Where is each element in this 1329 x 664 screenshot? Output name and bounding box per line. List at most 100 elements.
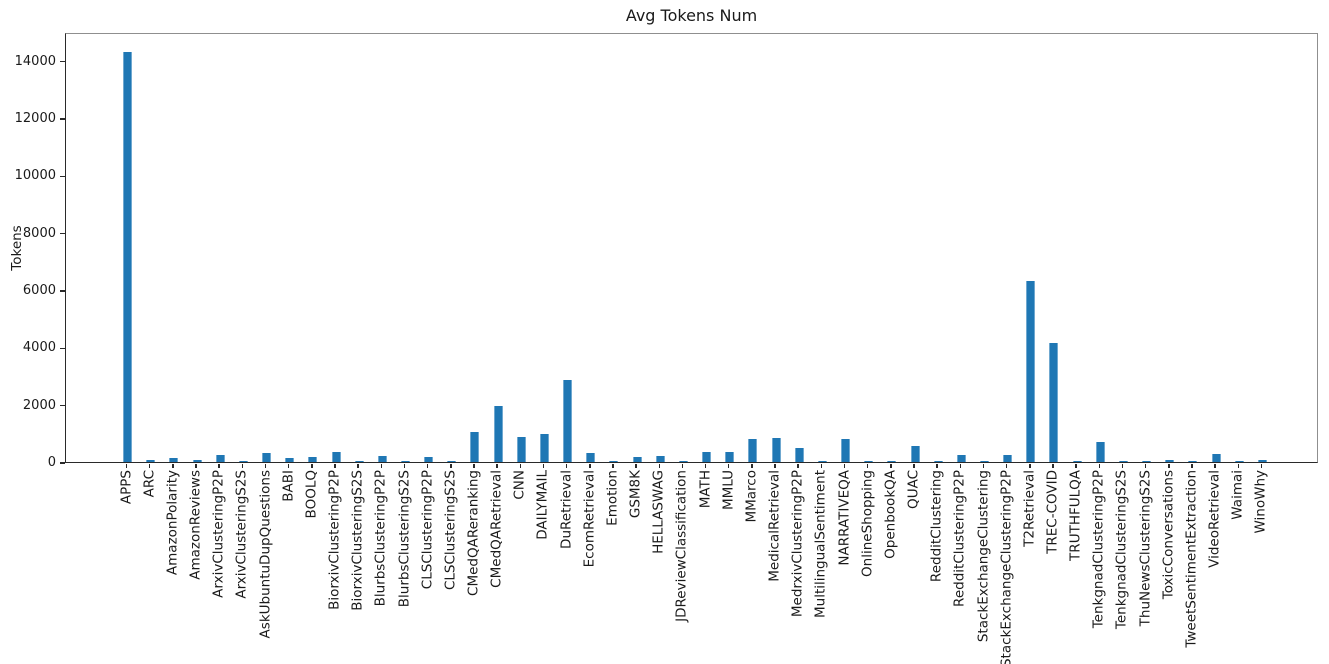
x-tick-mark (913, 464, 915, 468)
x-tick-mark (774, 464, 776, 468)
plot-area (65, 33, 1318, 463)
bar (377, 455, 387, 462)
x-tick-label: AmazonPolarity (164, 470, 181, 576)
bar (678, 461, 688, 462)
x-tick-label: APPS (118, 470, 135, 505)
x-tick-label: MedrxivClusteringP2P (789, 470, 806, 618)
x-tick-label: ThuNewsClusteringS2S (1137, 470, 1154, 627)
bar (864, 461, 874, 462)
x-tick-label: AskUbuntuDupQuestions (257, 470, 274, 639)
x-tick-label: CLSClusteringS2S (442, 470, 459, 591)
x-tick-mark (311, 464, 313, 468)
x-tick-mark (635, 464, 637, 468)
x-tick-mark (843, 464, 846, 468)
x-tick-label: Waimai (1229, 470, 1246, 520)
x-tick-label: RedditClusteringP2P (951, 470, 968, 607)
bar (841, 439, 851, 462)
bar (609, 461, 619, 462)
x-tick-mark (287, 464, 290, 468)
bar (586, 452, 596, 462)
bar (980, 460, 989, 462)
x-tick-label: BiorxivClusteringS2S (349, 470, 366, 611)
bar (1257, 460, 1267, 462)
x-tick-label: AmazonReviews (187, 470, 204, 580)
x-tick-label: CMedQAReranking (465, 470, 482, 596)
bar (1049, 342, 1059, 462)
x-tick-mark (704, 464, 707, 468)
y-tick-label: 0 (47, 455, 56, 470)
x-tick-label: DAILYMAIL (534, 470, 551, 540)
x-tick-label: BiorxivClusteringP2P (326, 470, 343, 610)
x-tick-label: DuRetrieval (558, 470, 575, 549)
bar (771, 437, 781, 462)
bar (215, 454, 225, 462)
x-tick-mark (148, 464, 151, 468)
x-tick-label: MATH (697, 470, 714, 509)
x-tick-mark (936, 464, 938, 468)
x-tick-label: TenkgnadClusteringP2P (1090, 470, 1107, 629)
x-tick-mark (519, 464, 522, 468)
y-tick-label: 10000 (14, 168, 56, 184)
bar (655, 456, 665, 462)
x-tick-mark (334, 464, 336, 468)
x-tick-label: Emotion (604, 470, 621, 526)
x-tick-mark (1191, 464, 1193, 468)
y-tick-mark (60, 462, 65, 464)
x-tick-label: T2Retrieval (1021, 470, 1038, 547)
bar (1095, 441, 1105, 462)
y-tick-label: 12000 (14, 111, 56, 126)
x-tick-label: ToxicConversations (1160, 470, 1177, 600)
y-tick-label: 6000 (22, 283, 56, 298)
x-tick-mark (820, 464, 823, 468)
x-tick-mark (1098, 464, 1101, 468)
x-tick-mark (1214, 464, 1216, 468)
y-tick-mark (60, 404, 65, 407)
y-tick-label: 14000 (14, 53, 56, 69)
x-tick-mark (380, 464, 383, 468)
x-tick-label: WinoWhy (1252, 470, 1269, 534)
bar (1072, 460, 1082, 462)
bar (1211, 453, 1221, 462)
x-tick-mark (357, 464, 359, 468)
x-tick-label: CLSClusteringP2P (419, 470, 436, 590)
bar (632, 457, 642, 462)
x-tick-mark (218, 464, 220, 468)
x-tick-mark (1168, 464, 1170, 468)
bar (748, 439, 758, 462)
x-tick-label: RedditClustering (928, 470, 945, 583)
x-tick-mark (751, 464, 753, 468)
x-tick-mark (565, 464, 568, 468)
x-tick-mark (612, 464, 614, 468)
x-tick-mark (797, 464, 799, 468)
x-tick-label: TREC-COVID (1044, 470, 1061, 554)
bar (169, 458, 179, 462)
x-tick-mark (172, 464, 174, 468)
y-tick-mark (60, 290, 65, 292)
x-tick-mark (496, 464, 498, 468)
x-tick-mark (542, 464, 545, 468)
x-tick-mark (982, 464, 985, 468)
y-tick-mark (60, 175, 65, 178)
x-tick-label: MMLU (720, 470, 737, 511)
bar (794, 447, 804, 462)
bar (1026, 280, 1036, 462)
x-tick-label: BABI (280, 470, 297, 502)
bar (725, 451, 735, 462)
x-tick-mark (1144, 464, 1147, 468)
y-tick-mark (60, 60, 65, 63)
bar (563, 380, 573, 462)
x-tick-mark (1029, 464, 1031, 468)
x-tick-mark (264, 464, 267, 468)
x-tick-label: VideoRetrieval (1206, 470, 1223, 568)
x-tick-label: HELLASWAG (650, 470, 667, 554)
x-tick-label: NARRATIVEQA (836, 470, 853, 566)
x-tick-mark (890, 464, 892, 468)
bar (493, 405, 503, 462)
x-tick-label: ArxivClusteringP2P (210, 470, 227, 598)
x-tick-label: ARC (141, 470, 158, 498)
bar (123, 52, 133, 462)
x-tick-mark (1075, 464, 1077, 468)
bar (1188, 461, 1198, 462)
x-tick-label: StackExchangeClustering (975, 470, 991, 643)
